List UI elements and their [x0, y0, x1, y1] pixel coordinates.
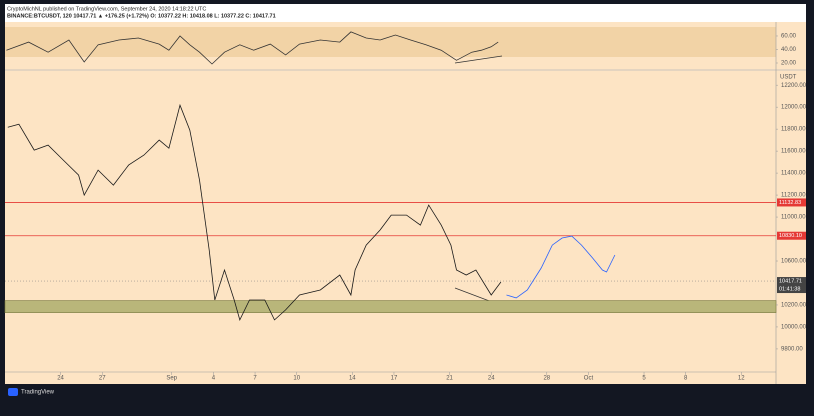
x-tick-label: Oct	[584, 376, 594, 382]
series-line	[506, 235, 616, 299]
x-tick-label: Sep	[166, 376, 177, 382]
countdown: 01:41:38	[779, 286, 800, 292]
level-label: 10830.10	[779, 233, 802, 239]
level-tag	[777, 198, 806, 207]
x-tick-label: 5	[642, 376, 646, 382]
chart-title: CryptoMichNL published on TradingView.co…	[7, 6, 206, 12]
x-tick-label: 8	[684, 376, 688, 382]
logo-icon	[8, 388, 18, 396]
x-tick-label: 24	[488, 376, 495, 382]
x-tick-label: 12	[738, 376, 745, 382]
rsi-band	[5, 27, 776, 57]
y-tick-label: 11600.00	[781, 149, 806, 155]
last-price-tag	[777, 277, 806, 294]
x-tick-label: 27	[99, 376, 106, 382]
y-tick-label: 11800.00	[781, 127, 806, 133]
level-tag	[777, 231, 806, 240]
x-tick-label: 4	[212, 376, 216, 382]
x-tick-label: 17	[391, 376, 398, 382]
rsi-trendline	[454, 55, 503, 64]
symbol-info: BINANCE:BTCUSDT, 120 10417.71 ▲ +176.25 …	[7, 13, 276, 19]
x-tick-label: 28	[543, 376, 550, 382]
x-tick-label: 7	[253, 376, 257, 382]
support-zone	[4, 300, 777, 313]
brand: TradingView	[21, 390, 55, 396]
y-tick-label: 40.00	[781, 47, 797, 53]
x-tick-label: 21	[446, 376, 453, 382]
header	[5, 4, 806, 22]
chart-background	[5, 4, 806, 384]
x-tick-label: 14	[349, 376, 356, 382]
y-tick-label: 10600.00	[781, 259, 807, 265]
y-tick-label: 60.00	[781, 34, 797, 40]
y-tick-label: 10200.00	[781, 303, 807, 309]
y-tick-label: 12000.00	[781, 105, 807, 111]
y-tick-label: 12200.00	[781, 83, 807, 89]
series-line	[6, 31, 499, 65]
y-tick-label: 9800.00	[781, 347, 803, 353]
level-label: 11132.83	[779, 200, 801, 206]
y-tick-label: 20.00	[781, 61, 797, 67]
x-tick-label: 10	[293, 376, 300, 382]
series-line	[7, 103, 502, 322]
y-tick-label: 11200.00	[781, 193, 806, 199]
x-tick-label: 24	[57, 376, 64, 382]
y-tick-label: 10000.00	[781, 325, 807, 331]
price-unit: USDT	[780, 75, 797, 81]
y-tick-label: 11400.00	[781, 171, 806, 177]
y-tick-label: 11000.00	[781, 215, 806, 221]
last-price-label: 10417.71	[779, 278, 802, 284]
